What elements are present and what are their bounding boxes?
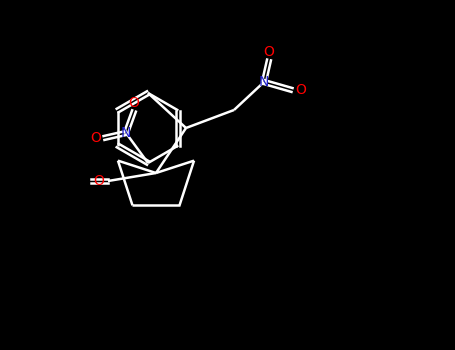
Text: N: N: [121, 126, 131, 140]
Text: O: O: [263, 45, 274, 59]
Text: O: O: [129, 96, 139, 110]
Text: O: O: [91, 131, 101, 145]
Text: N: N: [259, 75, 269, 89]
Text: O: O: [94, 174, 105, 188]
Text: O: O: [296, 83, 306, 97]
